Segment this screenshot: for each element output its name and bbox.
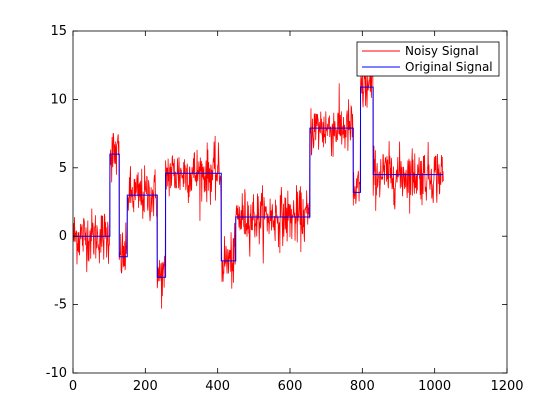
series-layer <box>72 61 444 309</box>
series-line-noisy <box>72 61 444 309</box>
y-tick-label: 0 <box>59 229 67 244</box>
legend-label-noisy: Noisy Signal <box>405 44 479 58</box>
x-tick-label: 600 <box>278 379 303 394</box>
x-tick-label: 200 <box>133 379 158 394</box>
plot-background <box>73 31 507 373</box>
series-line-original <box>73 86 444 278</box>
x-tick-label: 0 <box>69 379 77 394</box>
y-tick-label: 15 <box>50 24 67 39</box>
x-tick-label: 1000 <box>418 379 451 394</box>
x-tick-label: 800 <box>350 379 375 394</box>
legend-label-original: Original Signal <box>405 60 493 74</box>
x-tick-label: 1200 <box>490 379 523 394</box>
x-tick-label: 400 <box>205 379 230 394</box>
y-tick-label: 5 <box>59 161 67 176</box>
y-tick-label: -5 <box>54 298 67 313</box>
legend-box <box>356 41 500 77</box>
legend: Noisy Signal Original Signal <box>356 41 500 77</box>
y-tick-label: -10 <box>46 366 67 381</box>
y-tick-label: 10 <box>50 92 67 107</box>
ticks-layer: 0 200 400 600 800 1000 1200 -10 -5 0 5 10 15 <box>46 24 524 394</box>
